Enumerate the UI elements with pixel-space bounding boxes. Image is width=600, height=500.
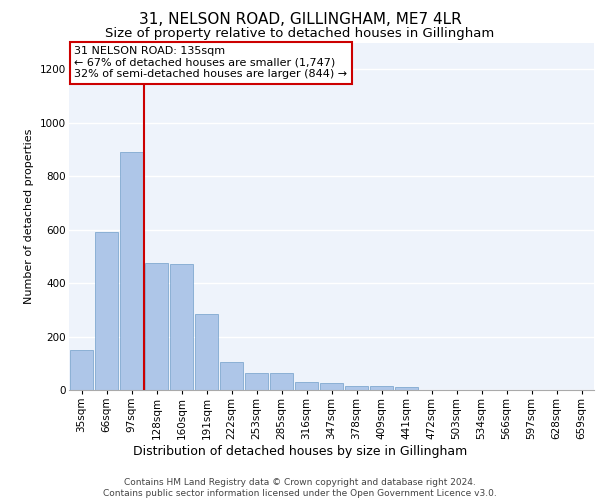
Bar: [195, 314, 218, 390]
Bar: [270, 372, 293, 390]
Text: 31 NELSON ROAD: 135sqm
← 67% of detached houses are smaller (1,747)
32% of semi-: 31 NELSON ROAD: 135sqm ← 67% of detached…: [74, 46, 347, 79]
Text: Size of property relative to detached houses in Gillingham: Size of property relative to detached ho…: [106, 28, 494, 40]
Bar: [170, 264, 193, 390]
Bar: [295, 382, 318, 390]
Text: Contains HM Land Registry data © Crown copyright and database right 2024.
Contai: Contains HM Land Registry data © Crown c…: [103, 478, 497, 498]
Bar: [95, 232, 118, 390]
Bar: [345, 386, 368, 390]
Bar: [220, 362, 243, 390]
Text: 31, NELSON ROAD, GILLINGHAM, ME7 4LR: 31, NELSON ROAD, GILLINGHAM, ME7 4LR: [139, 12, 461, 28]
Bar: [320, 384, 343, 390]
Bar: [245, 372, 268, 390]
Bar: [370, 386, 393, 390]
Y-axis label: Number of detached properties: Number of detached properties: [25, 128, 34, 304]
Bar: [70, 350, 93, 390]
Bar: [145, 263, 168, 390]
Bar: [120, 152, 143, 390]
Text: Distribution of detached houses by size in Gillingham: Distribution of detached houses by size …: [133, 444, 467, 458]
Bar: [395, 388, 418, 390]
